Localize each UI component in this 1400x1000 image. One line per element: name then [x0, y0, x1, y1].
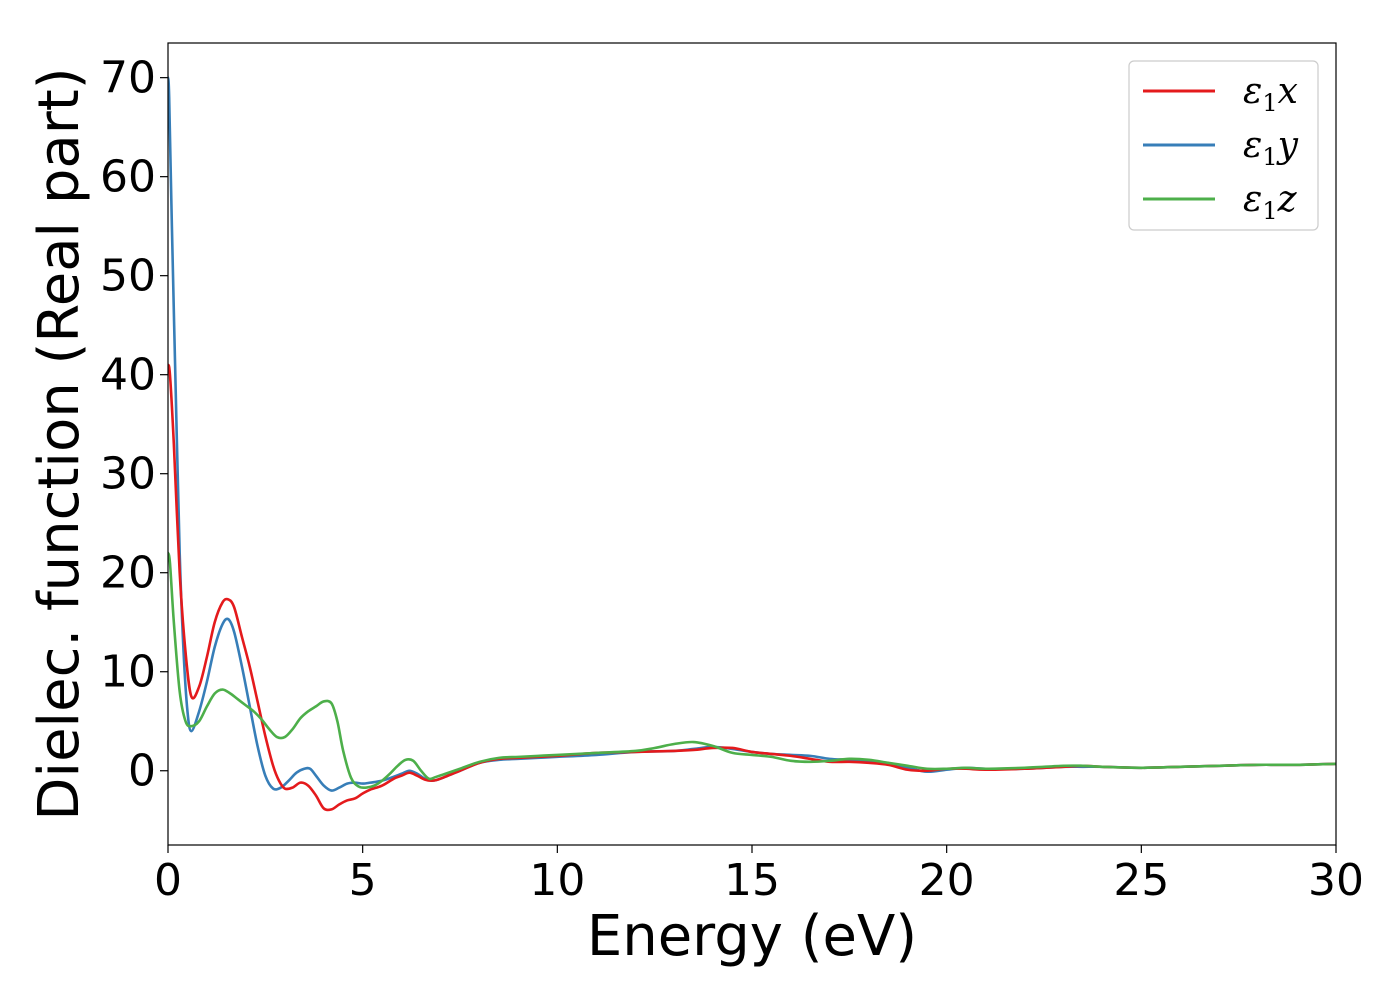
y-tick-label: 20	[100, 548, 156, 599]
legend-label-subscript: 1	[1262, 89, 1277, 117]
y-tick-label: 60	[100, 152, 156, 203]
series-line-z	[168, 551, 1336, 790]
y-tick-label: 50	[100, 251, 156, 302]
x-tick-label: 30	[1308, 855, 1364, 906]
x-tick-label: 15	[724, 855, 780, 906]
legend-label-component: x	[1278, 71, 1298, 112]
legend-label-base: ε	[1243, 125, 1262, 166]
legend-label-base: ε	[1243, 179, 1262, 220]
legend-label-x: ε1x	[1243, 71, 1298, 117]
x-axis: 0 5 10 15 20 25 30	[154, 845, 1364, 906]
legend-label-base: ε	[1243, 71, 1262, 112]
x-axis-title: Energy (eV)	[587, 904, 917, 969]
legend-label-subscript: 1	[1262, 143, 1277, 171]
legend-frame	[1128, 60, 1319, 231]
y-tick-label: 0	[128, 746, 156, 797]
x-tick-label: 0	[154, 855, 182, 906]
legend-label-y: ε1y	[1243, 125, 1299, 171]
y-tick-label: 30	[100, 449, 156, 500]
legend-label-z: ε1z	[1243, 179, 1298, 225]
y-axis-title: Dielec. function (Real part)	[27, 67, 92, 820]
x-tick-label: 5	[349, 855, 377, 906]
legend-label-subscript: 1	[1262, 197, 1277, 225]
legend-label-component: z	[1277, 179, 1298, 220]
legend-label-component: y	[1276, 125, 1299, 166]
y-tick-label: 10	[100, 647, 156, 698]
y-axis: 0 10 20 30 40 50 60 70	[100, 53, 168, 797]
x-tick-label: 20	[919, 855, 975, 906]
y-tick-label: 40	[100, 350, 156, 401]
x-tick-label: 10	[529, 855, 585, 906]
series-layer	[168, 76, 1336, 812]
y-tick-label: 70	[100, 53, 156, 104]
x-tick-label: 25	[1113, 855, 1169, 906]
